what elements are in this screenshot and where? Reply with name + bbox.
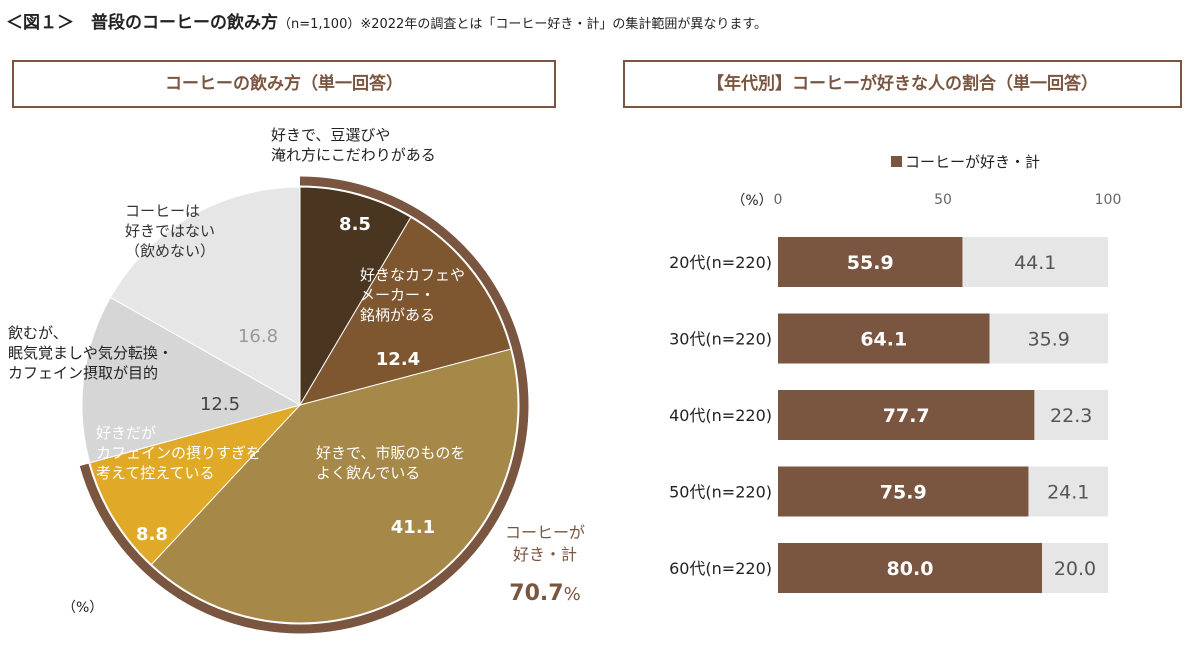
pie-slice [89,404,302,566]
pie-slice [299,186,412,407]
bar-value-label: 64.1 [860,329,907,351]
pie-slice-label: 好きで、市販のものをよく飲んでいる [316,444,465,482]
pie-value-label: 8.5 [339,214,371,235]
pie-slice [109,186,301,406]
pie-value-label: 16.8 [238,326,278,347]
pie-slice-label: 飲むが、眠気覚ましや気分転換・カフェイン摂取が目的 [8,324,173,382]
bar-value-label: 24.1 [1047,482,1089,504]
bar-unit-label: （%） [731,193,772,209]
title-note: （n=1,100）※2022年の調査とは「コーヒー好き・計」の集計範囲が異なりま… [278,17,768,32]
pie-slice-label: コーヒーは好きではない（飲めない） [125,202,215,260]
bar-segment [778,313,990,364]
x-tick-label: 0 [774,192,783,208]
bar-segment [778,543,1042,593]
bar-segment [1034,390,1108,440]
liked-total-ring [79,176,529,634]
bar-segment [778,237,963,287]
category-label: 60代(n=220) [669,559,772,578]
bar-value-label: 44.1 [1014,252,1056,274]
liked-total-value: 70.7% [509,581,580,606]
figure-title: ＜図１＞ 普段のコーヒーの飲み方（n=1,100）※2022年の調査とは「コーヒ… [6,8,767,33]
pie-unit-label: （%） [62,600,103,616]
bar-segment [778,466,1029,517]
bar-value-label: 75.9 [880,482,927,504]
bar-segment [989,313,1108,364]
category-label: 30代(n=220) [669,330,772,349]
pie-title: コーヒーの飲み方（単一回答） [12,60,556,108]
bar-segment [778,390,1035,440]
bar-segment [1028,466,1108,517]
pie-slice-label: 好きなカフェやメーカー・銘柄がある [360,266,465,324]
category-label: 20代(n=220) [669,253,772,272]
bar-value-label: 80.0 [887,558,934,580]
pie-value-label: 12.4 [376,349,420,370]
pie-slice [298,216,512,406]
pie-value-label: 8.8 [136,524,168,545]
pie-slice-label: 好きだがカフェインの摂りすぎを考えて控えている [96,424,261,482]
x-tick-label: 100 [1095,192,1122,208]
pie-slice [81,296,302,464]
legend-swatch [891,156,902,167]
liked-total-label: コーヒーが好き・計 [505,523,585,564]
bar-value-label: 20.0 [1054,558,1096,580]
x-tick-label: 50 [934,192,952,208]
bar-value-label: 22.3 [1050,405,1092,427]
category-label: 50代(n=220) [669,483,772,502]
bar-value-label: 77.7 [883,405,930,427]
pie-value-label: 12.5 [200,394,240,415]
legend-label: コーヒーが好き・計 [905,153,1040,171]
title-text: ＜図１＞ 普段のコーヒーの飲み方 [6,13,278,33]
pie-slice [150,348,519,624]
bar-title: 【年代別】コーヒーが好きな人の割合（単一回答） [623,60,1182,108]
pie-slice-label: 好きで、豆選びや淹れ方にこだわりがある [271,126,436,164]
category-label: 40代(n=220) [669,406,772,425]
bar-segment [962,237,1108,287]
bar-value-label: 55.9 [847,252,894,274]
bar-value-label: 35.9 [1028,329,1070,351]
pie-value-label: 41.1 [391,517,435,538]
bar-segment [1042,543,1108,593]
